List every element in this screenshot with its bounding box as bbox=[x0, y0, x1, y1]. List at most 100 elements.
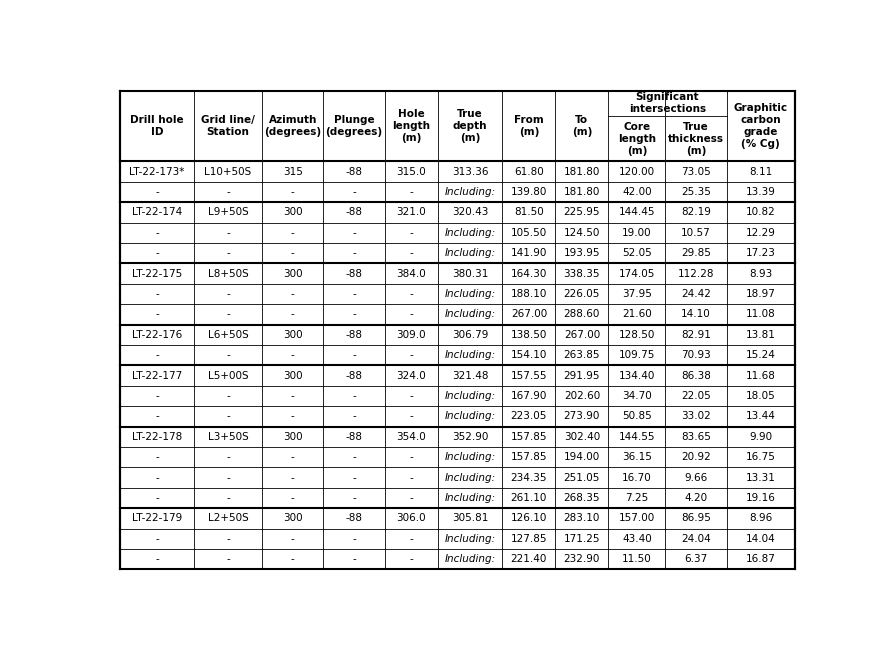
Text: Including:: Including: bbox=[444, 554, 496, 564]
Text: LT-22-176: LT-22-176 bbox=[132, 330, 182, 340]
Text: -: - bbox=[352, 534, 356, 544]
Text: Including:: Including: bbox=[444, 350, 496, 360]
Text: 338.35: 338.35 bbox=[564, 268, 600, 279]
Text: -88: -88 bbox=[345, 207, 362, 217]
Text: Including:: Including: bbox=[444, 227, 496, 238]
Text: -: - bbox=[291, 248, 294, 258]
Text: L10+50S: L10+50S bbox=[204, 166, 252, 177]
Text: 306.79: 306.79 bbox=[452, 330, 488, 340]
Text: 273.90: 273.90 bbox=[564, 411, 600, 421]
Text: 18.05: 18.05 bbox=[746, 391, 775, 401]
Text: 300: 300 bbox=[283, 330, 302, 340]
Text: 188.10: 188.10 bbox=[511, 289, 547, 299]
Text: -: - bbox=[227, 248, 230, 258]
Text: Including:: Including: bbox=[444, 452, 496, 462]
Text: 315: 315 bbox=[283, 166, 302, 177]
Text: -: - bbox=[227, 227, 230, 238]
Text: -: - bbox=[291, 289, 294, 299]
Text: 232.90: 232.90 bbox=[564, 554, 600, 564]
Text: 181.80: 181.80 bbox=[564, 187, 600, 197]
Text: 251.05: 251.05 bbox=[564, 473, 600, 483]
Text: -: - bbox=[291, 473, 294, 483]
Text: -: - bbox=[227, 289, 230, 299]
Text: -: - bbox=[409, 493, 413, 503]
Text: -: - bbox=[352, 411, 356, 421]
Text: L8+50S: L8+50S bbox=[208, 268, 248, 279]
Text: 36.15: 36.15 bbox=[622, 452, 652, 462]
Text: Including:: Including: bbox=[444, 411, 496, 421]
Text: 267.00: 267.00 bbox=[511, 309, 547, 319]
Text: Grid line/
Station: Grid line/ Station bbox=[201, 115, 255, 137]
Text: -88: -88 bbox=[345, 514, 362, 523]
Text: LT-22-173*: LT-22-173* bbox=[129, 166, 185, 177]
Text: 134.40: 134.40 bbox=[619, 370, 655, 381]
Text: -: - bbox=[155, 411, 159, 421]
Text: -: - bbox=[409, 411, 413, 421]
Text: 109.75: 109.75 bbox=[619, 350, 655, 360]
Text: -: - bbox=[409, 248, 413, 258]
Text: 321.48: 321.48 bbox=[452, 370, 488, 381]
Text: L5+00S: L5+00S bbox=[208, 370, 248, 381]
Text: 320.43: 320.43 bbox=[452, 207, 488, 217]
Text: 380.31: 380.31 bbox=[452, 268, 488, 279]
Text: -: - bbox=[227, 187, 230, 197]
Text: -88: -88 bbox=[345, 370, 362, 381]
Text: -: - bbox=[291, 534, 294, 544]
Text: Including:: Including: bbox=[444, 391, 496, 401]
Text: 83.65: 83.65 bbox=[681, 432, 711, 442]
Text: -: - bbox=[291, 391, 294, 401]
Text: 14.04: 14.04 bbox=[746, 534, 775, 544]
Text: -: - bbox=[291, 350, 294, 360]
Text: Hole
length
(m): Hole length (m) bbox=[392, 109, 430, 143]
Text: Including:: Including: bbox=[444, 309, 496, 319]
Text: 14.10: 14.10 bbox=[681, 309, 711, 319]
Text: 11.08: 11.08 bbox=[746, 309, 775, 319]
Text: 33.02: 33.02 bbox=[681, 411, 711, 421]
Text: 105.50: 105.50 bbox=[511, 227, 547, 238]
Text: To
(m): To (m) bbox=[572, 115, 592, 137]
Text: -: - bbox=[409, 289, 413, 299]
Text: -: - bbox=[227, 452, 230, 462]
Text: 321.0: 321.0 bbox=[396, 207, 426, 217]
Text: 16.75: 16.75 bbox=[746, 452, 775, 462]
Text: L3+50S: L3+50S bbox=[208, 432, 248, 442]
Text: -: - bbox=[227, 534, 230, 544]
Text: -: - bbox=[227, 350, 230, 360]
Text: Plunge
(degrees): Plunge (degrees) bbox=[326, 115, 383, 137]
Text: 157.85: 157.85 bbox=[510, 432, 547, 442]
Text: 288.60: 288.60 bbox=[564, 309, 600, 319]
Text: -: - bbox=[352, 289, 356, 299]
Text: 139.80: 139.80 bbox=[511, 187, 547, 197]
Text: 306.0: 306.0 bbox=[396, 514, 426, 523]
Text: -: - bbox=[227, 493, 230, 503]
Text: Azimuth
(degrees): Azimuth (degrees) bbox=[264, 115, 321, 137]
Text: 24.42: 24.42 bbox=[681, 289, 711, 299]
Text: 8.11: 8.11 bbox=[749, 166, 772, 177]
Text: -: - bbox=[352, 391, 356, 401]
Text: 19.00: 19.00 bbox=[622, 227, 652, 238]
Text: -: - bbox=[155, 309, 159, 319]
Text: 226.05: 226.05 bbox=[564, 289, 600, 299]
Text: 144.45: 144.45 bbox=[618, 207, 655, 217]
Text: -: - bbox=[409, 452, 413, 462]
Text: True
thickness
(m): True thickness (m) bbox=[668, 122, 724, 156]
Text: 263.85: 263.85 bbox=[564, 350, 600, 360]
Text: -: - bbox=[155, 350, 159, 360]
Text: Including:: Including: bbox=[444, 473, 496, 483]
Text: 283.10: 283.10 bbox=[564, 514, 600, 523]
Text: -: - bbox=[409, 227, 413, 238]
Text: 194.00: 194.00 bbox=[564, 452, 600, 462]
Text: True
depth
(m): True depth (m) bbox=[453, 109, 487, 143]
Text: 82.19: 82.19 bbox=[681, 207, 711, 217]
Text: 234.35: 234.35 bbox=[510, 473, 547, 483]
Text: 81.50: 81.50 bbox=[514, 207, 544, 217]
Text: 126.10: 126.10 bbox=[511, 514, 547, 523]
Text: 315.0: 315.0 bbox=[396, 166, 426, 177]
Text: 354.0: 354.0 bbox=[396, 432, 426, 442]
Text: -: - bbox=[409, 554, 413, 564]
Text: 13.81: 13.81 bbox=[746, 330, 775, 340]
Text: 124.50: 124.50 bbox=[564, 227, 600, 238]
Text: 154.10: 154.10 bbox=[511, 350, 547, 360]
Text: -: - bbox=[352, 554, 356, 564]
Text: 42.00: 42.00 bbox=[622, 187, 652, 197]
